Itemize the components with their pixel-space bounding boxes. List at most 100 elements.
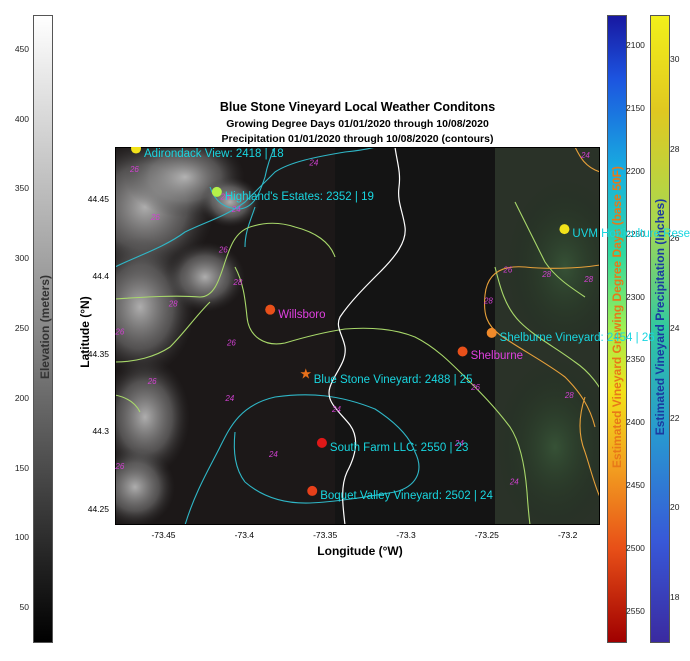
contour-value-label: 28 <box>232 278 242 287</box>
precip-contour-line <box>184 394 420 525</box>
contour-value-label: 28 <box>483 296 493 305</box>
contour-value-label: 24 <box>509 478 519 487</box>
gdd-tick-label: 2500 <box>626 542 645 553</box>
contour-value-label: 24 <box>308 159 318 168</box>
elevation-tick-label: 100 <box>14 532 29 543</box>
y-tick-label: 44.4 <box>92 271 109 282</box>
terrain-vermont <box>495 357 600 525</box>
x-tick-label: -73.45 <box>151 530 176 540</box>
contour-value-label: 28 <box>168 300 178 309</box>
site-marker <box>131 147 142 154</box>
site-marker <box>265 304 276 315</box>
precip-contour-line <box>244 206 256 248</box>
contour-value-label: 28 <box>541 270 551 279</box>
gdd-colorbar <box>607 15 627 643</box>
site-marker <box>559 224 570 235</box>
contour-value-label: 26 <box>115 327 125 336</box>
site-label: Blue Stone Vineyard: 2488 | 25 <box>313 373 473 386</box>
site-label: Boquet Valley Vineyard: 2502 | 24 <box>320 489 493 502</box>
contour-value-label: 28 <box>583 275 593 284</box>
terrain-vermont <box>505 177 600 357</box>
x-tick-label: -73.25 <box>474 530 499 540</box>
precip-contour-line <box>514 201 586 298</box>
contour-value-label: 26 <box>502 265 512 274</box>
map-subtitle-precip: Precipitation 01/01/2020 through 10/08/2… <box>221 133 494 145</box>
gdd-tick-label: 2350 <box>626 354 645 365</box>
contour-value-label: 24 <box>224 394 234 403</box>
precip-tick-label: 22 <box>670 412 680 423</box>
site-label: Adirondack View: 2418 | 18 <box>144 147 284 160</box>
x-tick-label: -73.35 <box>313 530 338 540</box>
precip-contour-line <box>115 147 379 268</box>
contour-value-label: 26 <box>129 165 139 174</box>
contour-value-label: 26 <box>219 193 229 202</box>
y-tick-label: 44.25 <box>87 503 109 514</box>
contour-value-label: 24 <box>331 405 341 414</box>
precip-tick-label: 24 <box>670 323 680 333</box>
precip-tick-label: 20 <box>670 502 680 513</box>
gdd-tick-label: 2300 <box>626 291 645 302</box>
elevation-colorbar-label: Elevation (meters) <box>38 274 52 380</box>
gdd-tick-label: 2250 <box>626 228 645 239</box>
lake-shoreline <box>328 147 406 525</box>
precip-tick-label: 30 <box>670 53 680 64</box>
precip-contour-line <box>115 394 141 413</box>
site-label: Shelburne Vineyard: 2454 | 26 <box>499 331 655 344</box>
contour-value-label: 24 <box>268 450 278 459</box>
precip-contour-line <box>234 266 531 525</box>
y-axis-label: Latitude (°N) <box>78 296 92 368</box>
contour-value-label: 24 <box>454 439 464 448</box>
contour-value-label: 24 <box>231 205 241 214</box>
precip-tick-label: 28 <box>670 143 680 154</box>
site-label: Highland's Estates: 2352 | 19 <box>224 190 374 203</box>
map-subtitle-gdd: Growing Degree Days 01/01/2020 through 1… <box>226 118 489 130</box>
contour-value-label: 26 <box>226 338 236 347</box>
terrain-hill <box>115 357 190 477</box>
precip-contour-line <box>494 266 600 390</box>
elevation-tick-label: 300 <box>14 253 29 264</box>
x-tick-label: -73.4 <box>234 530 255 540</box>
precip-contour-line <box>579 396 600 498</box>
gdd-tick-label: 2450 <box>626 480 645 490</box>
precip-contour-line <box>574 147 600 173</box>
y-tick-label: 44.35 <box>87 348 109 359</box>
map-title: Blue Stone Vineyard Local Weather Condit… <box>219 100 496 114</box>
site-marker <box>486 327 497 338</box>
precip-contour-line <box>115 222 336 300</box>
terrain-hill <box>165 242 245 312</box>
elevation-colorbar <box>33 15 53 643</box>
x-tick-label: -73.2 <box>557 530 578 540</box>
contour-value-label: 26 <box>470 383 480 392</box>
y-tick-label: 44.45 <box>87 193 109 204</box>
contour-value-label: 26 <box>147 377 157 386</box>
gdd-tick-label: 2100 <box>626 40 645 51</box>
contour-value-label: 24 <box>580 151 590 160</box>
elevation-tick-label: 250 <box>14 323 29 333</box>
precip-contour-line <box>233 431 246 483</box>
elevation-tick-label: 400 <box>14 113 29 124</box>
precip-contour-line <box>483 264 600 428</box>
precip-tick-label: 26 <box>670 233 680 244</box>
site-marker-star: ★ <box>299 366 312 382</box>
site-label: UVM Horticulture Research Center: 2417 |… <box>572 228 690 241</box>
marker-layer: ★ <box>131 147 570 496</box>
site-marker <box>457 346 468 357</box>
elevation-tick-label: 350 <box>14 183 29 194</box>
site-label: South Farm LLC: 2550 | 23 <box>329 441 469 454</box>
site-marker <box>316 437 327 448</box>
site-marker <box>307 485 318 496</box>
precip-colorbar <box>650 15 670 643</box>
site-label: Willsboro <box>278 308 326 321</box>
terrain-hill <box>115 447 175 525</box>
gdd-tick-label: 2200 <box>626 166 645 176</box>
site-marker <box>211 186 222 197</box>
elevation-tick-label: 200 <box>14 392 29 403</box>
precip-colorbar-label: Estimated Vineyard Precipitation (Inches… <box>653 198 667 436</box>
gdd-tick-label: 2400 <box>626 417 645 428</box>
precip-contour-line <box>115 301 211 363</box>
y-tick-label: 44.3 <box>92 426 109 437</box>
x-tick-label: -73.3 <box>396 530 416 540</box>
precip-tick-label: 18 <box>670 592 680 603</box>
